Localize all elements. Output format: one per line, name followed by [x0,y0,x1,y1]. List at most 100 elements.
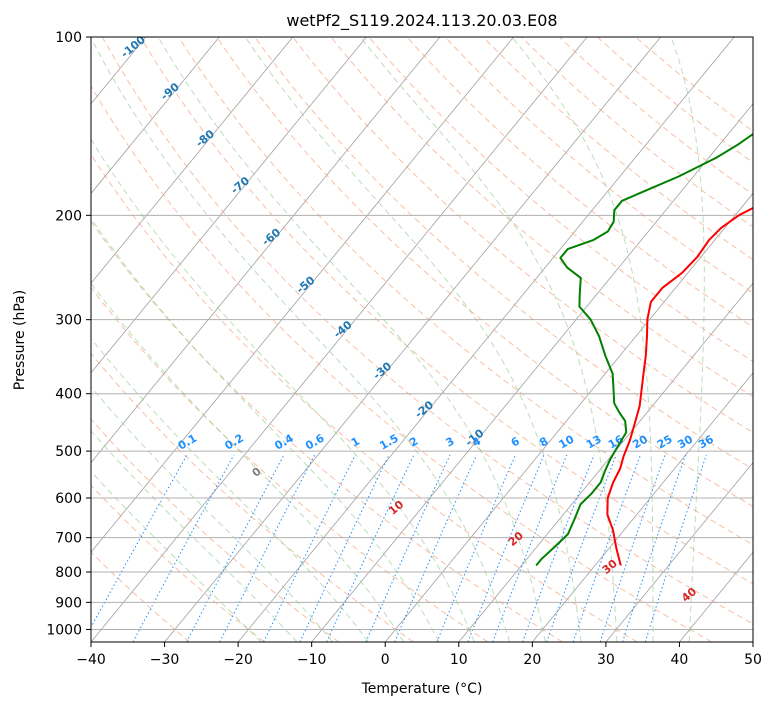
isotherm-label: -60 [260,226,284,249]
isotherm-line [237,37,735,642]
dry-adiabat-line [292,37,753,434]
mixing-ratio-label: 6 [509,434,522,449]
isotherm-label: -80 [193,127,217,150]
moist-adiabat-label: 20 [506,529,526,549]
mixing-ratio-label: 20 [630,432,650,451]
isotherm-line [311,103,753,642]
isotherm-line [531,372,753,642]
mixing-ratio-line [644,454,707,642]
isotherm-line [91,37,220,195]
mixing-ratio-line [132,454,235,642]
isotherm-line [605,461,753,642]
moist-adiabat-line [91,386,334,642]
x-tick-label: 10 [450,652,468,668]
dry-adiabat-line [91,352,414,642]
x-tick-label: 40 [671,652,689,668]
isotherm-line [91,37,441,464]
mixing-ratio-line [467,454,545,642]
y-tick-label: 500 [55,444,82,460]
isotherm-label: -20 [412,398,436,421]
moist-adiabat-label: 30 [600,557,620,577]
dry-adiabat-line [101,37,753,625]
isotherm-line [384,192,753,642]
y-axis: 100 200 300 400 500 600 700 800 900 1000 [46,30,91,638]
x-axis: −40 −30 −20 −10 0 10 20 30 40 50 [76,642,762,668]
x-tick-label: −10 [297,652,327,668]
y-tick-label: 1000 [46,622,82,638]
mixing-ratio-label: 13 [584,433,604,452]
x-tick-label: −20 [223,652,253,668]
x-tick-label: 20 [523,652,541,668]
dewpoint-profile [535,132,753,567]
moist-adiabat-line [91,217,440,642]
mixing-ratio-line [622,454,687,642]
dry-adiabat-line [91,153,638,642]
mixing-ratio-line [263,454,356,642]
x-tick-label: 0 [381,652,390,668]
mixing-ratio-label: 1.5 [377,432,400,453]
mixing-ratio-line [91,454,188,629]
mixing-ratio-line [546,454,617,642]
isotherm-label: -90 [158,80,182,103]
moist-adiabat-line [157,37,546,642]
dry-adiabat-line [254,37,753,470]
moist-adiabat-line [244,37,582,642]
mixing-ratio-line [522,454,595,642]
mixing-ratio-label: 8 [537,435,550,450]
moist-adiabat-line [91,138,475,642]
mixing-ratio-line [492,454,568,642]
dry-adiabat-line [406,37,753,328]
mixing-ratio-line [599,454,666,642]
mixing-ratio-line [186,454,285,642]
dry-adiabat-line [520,37,753,228]
x-tick-label: −40 [76,652,106,668]
moist-adiabat-line [91,282,405,642]
dry-adiabat-line [178,37,753,546]
mixing-ratio-label: 25 [655,433,675,452]
mixing-ratio-label: 0.6 [303,431,327,452]
moist-adiabat-line [91,470,262,642]
isotherm-line [91,37,367,374]
isotherm-line [91,37,515,553]
moist-adiabat-line [670,37,705,642]
dry-adiabat-line [91,286,489,642]
mixing-ratio-line [436,454,516,642]
isotherm-label: -40 [331,318,355,341]
mixing-ratio-label: 10 [557,432,577,451]
dry-adiabat-line [91,484,265,642]
dry-adiabat-line [140,37,753,585]
x-tick-label: 30 [597,652,615,668]
mixing-ratio-label: 30 [675,432,695,451]
y-axis-label: Pressure (hPa) [12,290,28,390]
y-tick-label: 400 [55,387,82,403]
dry-adiabat-line [330,37,753,398]
chart-title: wetPf2_S119.2024.113.20.03.E08 [286,11,557,31]
mixing-ratio-line [219,454,316,642]
isotherm-line [752,641,753,642]
isotherm-line [0,24,10,642]
moist-adiabat-line [91,430,298,642]
sounding-profiles [535,132,753,567]
mixing-ratio-label: 1 [349,435,362,450]
moist-adiabat-label: 40 [679,585,699,605]
plot-frame [90,36,754,643]
y-tick-label: 300 [55,313,82,329]
mixing-ratio-label: 2 [407,435,420,450]
mixing-ratio-label: 0.2 [222,432,245,453]
dry-adiabat-line [596,37,753,164]
dry-adiabat-line [91,85,713,642]
y-tick-label: 600 [55,491,82,507]
dry-adiabat-line [91,220,563,642]
temperature-profile [606,206,753,566]
x-tick-label: −30 [150,652,180,668]
mixing-ratio-label: 0.4 [272,431,296,452]
y-tick-label: 700 [55,531,82,547]
dry-adiabat-line [444,37,753,294]
isotherm-line [164,37,662,642]
mixing-ratio-line [299,454,390,642]
mixing-ratio-label: 3 [443,435,456,450]
moist-adiabat-line [511,37,654,642]
isotherm-line [458,282,753,642]
moist-adiabat-line [91,337,369,642]
